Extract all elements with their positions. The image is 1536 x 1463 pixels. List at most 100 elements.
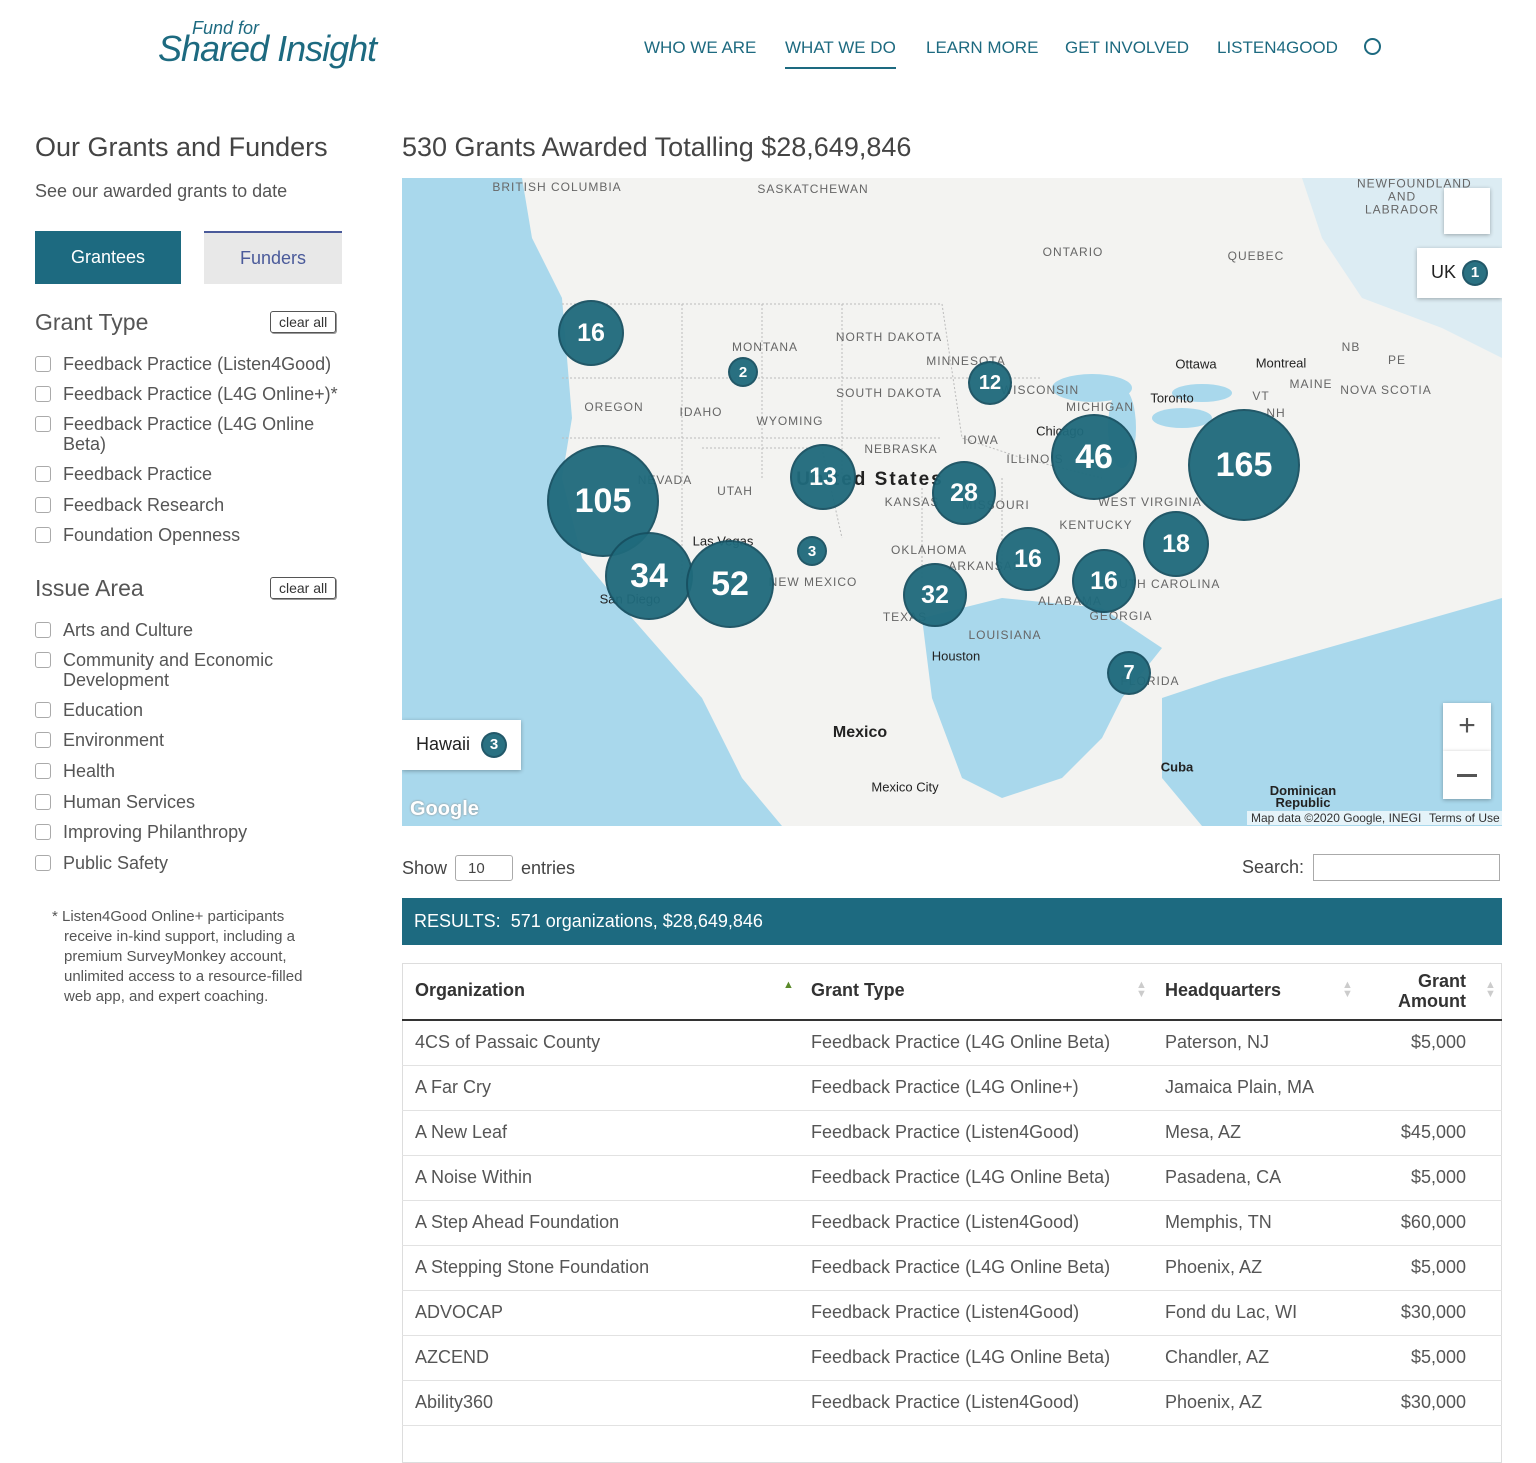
checkbox-label[interactable]: Improving Philanthropy	[63, 822, 248, 842]
column-header[interactable]: Headquarters	[1165, 980, 1282, 1000]
map-label: Montreal	[1255, 355, 1307, 371]
nav-link[interactable]: LEARN MORE	[926, 38, 1039, 57]
checkbox[interactable]	[35, 356, 51, 372]
checkbox[interactable]	[35, 855, 51, 871]
checkbox-label[interactable]: Environment	[63, 730, 165, 750]
sort-icon: ▲	[783, 979, 794, 991]
fullscreen-button[interactable]	[1444, 188, 1490, 234]
map-label: MONTANA	[731, 340, 799, 354]
checkbox-label[interactable]: Health	[63, 761, 116, 781]
map-label: NOVA SCOTIA	[1340, 383, 1432, 397]
zoom-out-button[interactable]	[1443, 751, 1491, 799]
map-cluster[interactable]: 3	[797, 536, 827, 566]
table-cell: Feedback Practice (Listen4Good)	[811, 1122, 1080, 1142]
map-label: WYOMING	[756, 414, 824, 428]
checkbox[interactable]	[35, 527, 51, 543]
map-cluster[interactable]: 165	[1188, 409, 1300, 521]
page-size-select[interactable]: 10	[455, 855, 513, 881]
checkbox-label[interactable]: Arts and Culture	[63, 620, 194, 640]
sort-icon: ▲ ▼	[1136, 979, 1147, 1000]
checkbox-label[interactable]: Human Services	[63, 792, 196, 812]
checkbox[interactable]	[35, 466, 51, 482]
sort-icon: ▲ ▼	[1485, 979, 1496, 1000]
table-cell: A Stepping Stone Foundation	[415, 1257, 650, 1277]
tab-funders[interactable]: Funders	[204, 231, 342, 284]
clear-all-button[interactable]: clear all	[270, 577, 337, 599]
sidebar-title: Our Grants and Funders	[35, 132, 328, 162]
map-label: SASKATCHEWAN	[757, 182, 869, 196]
checkbox-label[interactable]: Public Safety	[63, 853, 169, 873]
map-cluster[interactable]: 16	[996, 527, 1060, 591]
map-label: Toronto	[1150, 390, 1194, 406]
map-label: KENTUCKY	[1059, 518, 1133, 532]
checkbox[interactable]	[35, 702, 51, 718]
checkbox[interactable]	[35, 732, 51, 748]
nav-link[interactable]: WHO WE ARE	[644, 38, 757, 57]
map-label: MAINE	[1289, 377, 1333, 391]
map-cluster[interactable]: 18	[1143, 511, 1209, 577]
checkbox-label[interactable]: Feedback Practice (L4G Online+)*	[63, 384, 338, 404]
map-cluster[interactable]: 16	[1072, 549, 1136, 613]
checkbox-label[interactable]: Feedback Practice (L4G Online Beta)	[63, 414, 315, 454]
checkbox[interactable]	[35, 794, 51, 810]
map-label: PE	[1387, 353, 1407, 367]
map-label: VT	[1252, 389, 1270, 403]
zoom-in-button[interactable]: +	[1443, 703, 1491, 751]
checkbox-label[interactable]: Community and Economic Development	[63, 650, 274, 690]
map-label: BRITISH COLUMBIA	[492, 180, 622, 194]
checkbox-label[interactable]: Feedback Research	[63, 495, 225, 515]
checkbox-label[interactable]: Foundation Openness	[63, 525, 241, 545]
map-cluster[interactable]: 52	[686, 540, 774, 628]
map-cluster[interactable]: 32	[903, 563, 967, 627]
map-cluster[interactable]: 46	[1051, 414, 1137, 500]
sort-icon: ▲ ▼	[1342, 979, 1353, 1000]
map-cluster[interactable]: 16	[558, 300, 624, 366]
map-card[interactable]: Hawaii 3	[402, 720, 521, 770]
map-label: Houston	[931, 648, 981, 664]
nav-link[interactable]: GET INVOLVED	[1065, 38, 1190, 57]
results-bar: RESULTS: 571 organizations, $28,649,846	[402, 898, 1502, 945]
map[interactable]: BRITISH COLUMBIA SASKATCHEWAN ONTARIO QUEBE…	[402, 178, 1502, 826]
checkbox[interactable]	[35, 652, 51, 668]
map-label: OKLAHOMA	[890, 543, 968, 557]
nav-link[interactable]: LISTEN4GOOD	[1217, 38, 1338, 57]
map-cluster[interactable]: 7	[1107, 651, 1151, 695]
checkbox[interactable]	[35, 824, 51, 840]
map-card[interactable]: UK 1	[1417, 248, 1502, 298]
table-row	[402, 1156, 1502, 1201]
checkbox[interactable]	[35, 416, 51, 432]
map-cluster[interactable]: 2	[728, 357, 758, 387]
table-cell: Mesa, AZ	[1165, 1122, 1242, 1142]
column-header[interactable]: Organization	[415, 980, 526, 1000]
map-cluster[interactable]: 12	[968, 361, 1012, 405]
checkbox-label[interactable]: Feedback Practice (Listen4Good)	[63, 354, 332, 374]
checkbox[interactable]	[35, 763, 51, 779]
map-cluster[interactable]: 28	[932, 461, 996, 525]
table-cell: $5,000	[1410, 1032, 1466, 1052]
table-row	[402, 1246, 1502, 1291]
filter-heading: Grant Type	[35, 309, 149, 335]
map-label: ILLINOIS	[1006, 452, 1064, 466]
map-cluster[interactable]: 34	[605, 532, 693, 620]
checkbox-label[interactable]: Feedback Practice	[63, 464, 213, 484]
checkbox[interactable]	[35, 497, 51, 513]
table-cell: 4CS of Passaic County	[415, 1032, 601, 1052]
search-icon[interactable]	[1364, 38, 1381, 55]
map-label: ONTARIO	[1042, 245, 1104, 259]
logo-main[interactable]: Shared Insight	[158, 28, 377, 69]
table-cell: Feedback Practice (Listen4Good)	[811, 1212, 1080, 1232]
map-cluster[interactable]: 13	[790, 444, 856, 510]
search-input[interactable]	[1313, 854, 1500, 881]
column-header[interactable]: Grant Amount	[1398, 971, 1466, 1011]
clear-all-button[interactable]: clear all	[270, 311, 337, 333]
tab-grantees[interactable]: Grantees	[35, 231, 181, 284]
terms-link[interactable]: Terms of Use	[1425, 811, 1502, 825]
map-label: Ottawa	[1175, 356, 1217, 372]
map-card-label: Hawaii	[416, 734, 471, 754]
map-card-count: 1	[1462, 260, 1488, 286]
checkbox-label[interactable]: Education	[63, 700, 144, 720]
checkbox[interactable]	[35, 386, 51, 402]
column-header[interactable]: Grant Type	[811, 980, 905, 1000]
nav-link[interactable]: WHAT WE DO	[785, 38, 896, 69]
checkbox[interactable]	[35, 622, 51, 638]
